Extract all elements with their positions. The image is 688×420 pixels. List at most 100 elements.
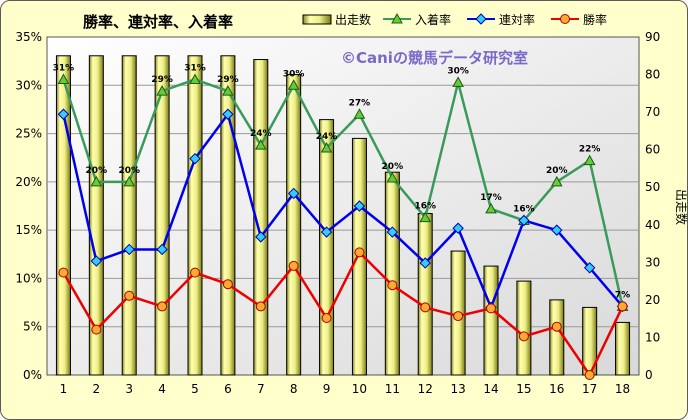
data-label: 27% — [349, 98, 371, 108]
x-tick-label: 12 — [418, 382, 433, 396]
legend-label-bars: 出走数 — [335, 12, 371, 27]
diamond-marker — [123, 243, 135, 256]
chart-title: 勝率、連対率、入着率 — [83, 13, 233, 31]
bar — [319, 119, 335, 376]
right-tick-label: 70 — [645, 105, 660, 119]
x-tick-label: 17 — [582, 382, 597, 396]
right-tick-label: 20 — [645, 293, 660, 307]
bar — [220, 55, 236, 376]
bar — [286, 74, 302, 376]
diamond-marker — [320, 226, 333, 238]
x-tick-label: 11 — [385, 382, 400, 396]
diamond-marker — [156, 243, 168, 256]
left-tick-label: 10% — [15, 271, 42, 285]
right-tick-label: 60 — [645, 143, 660, 157]
axis-ticks: 0% 5% 10% 15% 20% 25% 30% 35% 0 10 20 30 40 50 60 70 80 9… — [15, 30, 660, 396]
bar — [417, 213, 433, 376]
left-tick-label: 5% — [23, 320, 42, 334]
x-tick-label: 3 — [125, 382, 133, 396]
legend-marker-top2 — [475, 13, 487, 25]
triangle-marker — [583, 154, 596, 166]
bar — [154, 55, 170, 376]
x-tick-label: 2 — [93, 382, 101, 396]
data-label: 30% — [447, 66, 469, 76]
right-tick-label: 30 — [645, 255, 660, 269]
circle-marker — [58, 267, 69, 278]
circle-marker — [584, 370, 595, 380]
left-tick-label: 15% — [15, 223, 42, 237]
data-label: 20% — [546, 166, 568, 176]
left-tick-label: 20% — [15, 175, 42, 189]
legend-label-top2: 連対率 — [499, 12, 535, 27]
legend-swatch-bars — [302, 14, 332, 25]
left-tick-label: 35% — [15, 30, 42, 44]
circle-marker — [157, 301, 168, 312]
data-label: 20% — [86, 166, 108, 176]
triangle-marker — [90, 175, 103, 187]
data-label: 29% — [217, 75, 239, 85]
bar — [55, 55, 71, 376]
circle-marker — [486, 303, 496, 314]
data-label: 24% — [316, 132, 338, 142]
right-tick-label: 10 — [645, 330, 660, 344]
circle-marker — [420, 302, 431, 313]
data-labels: 31% 20% 20% 29% 31% 29% 24% 30% 24% 27% 20% 16% 30% 1… — [53, 63, 631, 300]
x-tick-label: 6 — [224, 382, 232, 396]
legend-label-top3: 入着率 — [415, 12, 451, 27]
series-line — [62, 251, 624, 377]
legend-item-bars: 出走数 — [302, 12, 371, 27]
data-label: 20% — [382, 162, 404, 172]
watermark-text: ©Caniの競馬データ研究室 — [341, 49, 528, 67]
triangle-marker — [254, 139, 267, 150]
diamond-marker — [419, 257, 431, 269]
left-tick-label: 0% — [23, 368, 42, 382]
circle-marker — [617, 301, 628, 312]
diamond-marker — [452, 222, 464, 234]
diamond-marker — [57, 108, 70, 120]
legend-item-top3: 入着率 — [383, 12, 451, 27]
bar — [549, 299, 565, 376]
x-tick-label: 5 — [191, 382, 199, 396]
diamond-marker — [255, 231, 267, 243]
data-label: 17% — [480, 193, 502, 203]
right-tick-label: 90 — [645, 30, 660, 44]
x-tick-label: 18 — [615, 382, 630, 396]
diamond-marker — [518, 214, 530, 227]
left-tick-label: 25% — [15, 127, 42, 141]
right-tick-label: 80 — [645, 68, 660, 82]
bar — [187, 55, 203, 376]
data-label: 31% — [53, 63, 75, 73]
bar — [384, 171, 400, 376]
circle-marker — [551, 321, 562, 332]
circle-marker — [91, 324, 102, 335]
triangle-marker — [123, 175, 136, 187]
circle-marker — [321, 313, 332, 324]
x-tick-label: 4 — [158, 382, 166, 396]
triangle-marker — [287, 79, 300, 90]
data-label: 7% — [615, 290, 630, 300]
series-markers — [57, 73, 629, 380]
right-axis-title: 出走数 — [674, 189, 687, 225]
triangle-marker — [550, 175, 563, 187]
diamond-marker — [222, 108, 234, 120]
data-label: 20% — [118, 166, 140, 176]
data-label: 30% — [283, 69, 305, 79]
legend: 出走数 入着率 連対率 勝率 — [302, 12, 607, 27]
right-tick-label: 40 — [645, 218, 660, 232]
legend-label-win: 勝率 — [583, 12, 607, 27]
circle-marker — [190, 267, 200, 278]
right-tick-label: 50 — [645, 180, 660, 194]
triangle-marker — [320, 142, 333, 153]
circle-marker — [354, 247, 365, 258]
x-tick-label: 10 — [352, 382, 367, 396]
triangle-marker — [452, 76, 464, 87]
diamond-marker — [189, 152, 201, 165]
bar — [483, 265, 499, 376]
x-tick-label: 9 — [323, 382, 331, 396]
right-tick-label: 0 — [645, 368, 653, 382]
x-tick-label: 15 — [516, 382, 531, 396]
bar — [516, 280, 532, 376]
triangle-marker — [419, 211, 432, 223]
bar — [121, 55, 137, 376]
triangle-marker — [386, 171, 399, 183]
